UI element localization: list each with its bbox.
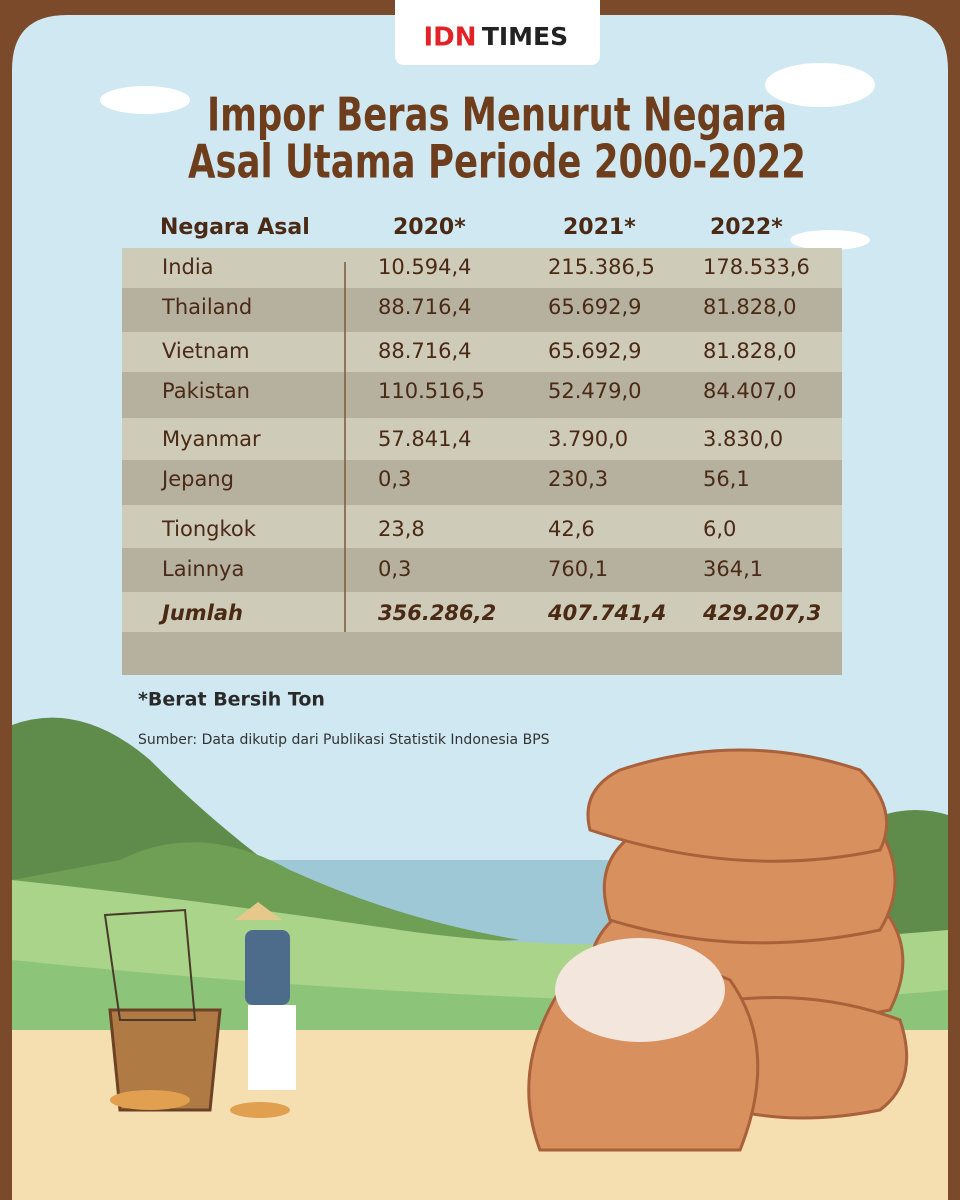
row-label: Vietnam bbox=[162, 339, 250, 363]
row-label: India bbox=[162, 255, 214, 279]
cell: 3.790,0 bbox=[548, 427, 628, 451]
landscape bbox=[12, 717, 948, 1200]
clouds bbox=[100, 63, 875, 250]
row-stripe bbox=[122, 372, 842, 418]
cell: 364,1 bbox=[703, 557, 763, 581]
cell: 56,1 bbox=[703, 467, 750, 491]
row-label: Jepang bbox=[160, 467, 234, 491]
row-label: Lainnya bbox=[162, 557, 244, 581]
row-stripe bbox=[122, 548, 842, 592]
source: Sumber: Data dikutip dari Publikasi Stat… bbox=[138, 732, 550, 748]
logo-brand: IDN bbox=[423, 23, 476, 53]
cell: 6,0 bbox=[703, 517, 736, 541]
row-stripe bbox=[122, 632, 842, 675]
cell: 88.716,4 bbox=[378, 339, 472, 363]
cell: 110.516,5 bbox=[378, 379, 485, 403]
cell: 178.533,6 bbox=[703, 255, 810, 279]
row-label: Jumlah bbox=[158, 601, 243, 625]
row-label: Pakistan bbox=[162, 379, 250, 403]
title-line: Impor Beras Menurut Negara bbox=[207, 88, 787, 142]
cell: 52.479,0 bbox=[548, 379, 642, 403]
column-header: Negara Asal bbox=[160, 215, 310, 240]
cell: 10.594,4 bbox=[378, 255, 472, 279]
title-line: Asal Utama Periode 2000-2022 bbox=[188, 135, 806, 189]
cell: 57.841,4 bbox=[378, 427, 472, 451]
cell: 0,3 bbox=[378, 467, 411, 491]
cell: 760,1 bbox=[548, 557, 608, 581]
column-header: 2022* bbox=[710, 215, 783, 240]
row-stripe bbox=[122, 460, 842, 505]
column-header: 2021* bbox=[563, 215, 636, 240]
cell: 81.828,0 bbox=[703, 295, 797, 319]
cell: 65.692,9 bbox=[548, 295, 642, 319]
cell: 42,6 bbox=[548, 517, 595, 541]
column-header: 2020* bbox=[393, 215, 466, 240]
cell: 23,8 bbox=[378, 517, 425, 541]
cell: 84.407,0 bbox=[703, 379, 797, 403]
cell: 88.716,4 bbox=[378, 295, 472, 319]
cell: 356.286,2 bbox=[378, 601, 496, 625]
logo-tab bbox=[395, 0, 600, 65]
cell: 215.386,5 bbox=[548, 255, 655, 279]
row-label: Myanmar bbox=[162, 427, 261, 451]
row-label: Thailand bbox=[161, 295, 252, 319]
cell: 429.207,3 bbox=[702, 601, 821, 625]
cell: 407.741,4 bbox=[547, 601, 666, 625]
note: *Berat Bersih Ton bbox=[138, 689, 325, 711]
logo-name: TIMES bbox=[482, 22, 568, 51]
cell: 81.828,0 bbox=[703, 339, 797, 363]
cell: 0,3 bbox=[378, 557, 411, 581]
cell: 230,3 bbox=[548, 467, 608, 491]
cell: 65.692,9 bbox=[548, 339, 642, 363]
row-label: Tiongkok bbox=[161, 517, 257, 541]
table: Negara Asal 2020* 2021* 2022* India 10.594,4 2… bbox=[122, 215, 842, 675]
cell: 3.830,0 bbox=[703, 427, 783, 451]
row-stripe bbox=[122, 288, 842, 332]
